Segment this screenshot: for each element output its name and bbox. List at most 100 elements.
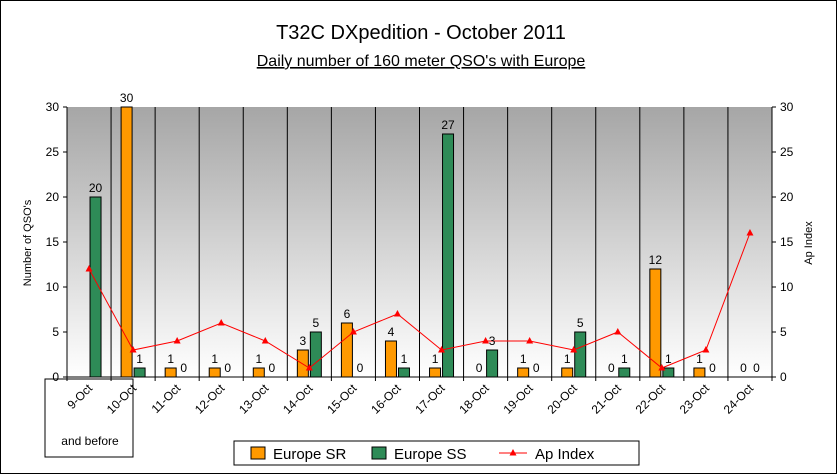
x-tick-label: 21-Oct: [589, 381, 625, 417]
bar-europe-ss: [486, 349, 499, 378]
data-label: 3: [489, 334, 496, 348]
y2-tick-label: 15: [780, 235, 794, 249]
bars: [89, 106, 706, 378]
data-label: 30: [120, 91, 134, 105]
bar-europe-sr: [649, 268, 662, 378]
y2-tick-label: 25: [780, 145, 794, 159]
data-label: 0: [753, 361, 760, 375]
legend-swatch: [371, 446, 387, 460]
bar-europe-ss: [309, 331, 322, 378]
legend-box: [233, 440, 640, 466]
ap-index-marker: [261, 337, 269, 344]
legend-swatch: [250, 446, 266, 460]
data-label: 0: [224, 361, 231, 375]
y-tick-label: 10: [46, 280, 60, 294]
bar-europe-ss: [662, 367, 675, 378]
data-label: 1: [255, 352, 262, 366]
bar-europe-sr: [208, 367, 221, 378]
ap-index-marker: [349, 328, 357, 335]
data-label: 1: [401, 352, 408, 366]
data-label: 27: [441, 118, 455, 132]
data-label: 0: [740, 361, 747, 375]
bar-europe-ss: [618, 367, 631, 378]
x-tick-label: 11-Oct: [149, 381, 184, 416]
bar-europe-sr: [340, 322, 353, 378]
data-label: 0: [357, 361, 364, 375]
data-label: 0: [608, 361, 615, 375]
x-tick-label: 9-Oct: [65, 381, 96, 412]
data-label: 6: [344, 307, 351, 321]
y2-tick-label: 0: [780, 370, 787, 384]
data-label: 1: [665, 352, 672, 366]
bar-europe-ss: [89, 196, 102, 378]
bar-europe-ss: [397, 367, 410, 378]
data-label: 0: [180, 361, 187, 375]
x-tick-label: 19-Oct: [500, 381, 536, 417]
data-label: 1: [696, 352, 703, 366]
bar-europe-sr: [429, 367, 442, 378]
chart-title: T32C DXpedition - October 2011: [276, 22, 566, 44]
first-category-box: [44, 378, 134, 458]
bar-europe-ss: [442, 133, 455, 378]
ap-index-marker: [526, 337, 534, 344]
data-label: 4: [388, 325, 395, 339]
data-label: 1: [136, 352, 143, 366]
legend-marker: [509, 449, 517, 456]
x-tick-label: 20-Oct: [544, 381, 580, 417]
x-tick-label: 22-Oct: [633, 381, 669, 417]
ap-index-marker: [305, 364, 313, 371]
y2-tick-label: 30: [780, 100, 794, 114]
bar-europe-ss: [574, 331, 587, 378]
bar-europe-sr: [384, 340, 397, 378]
data-label: 1: [621, 352, 628, 366]
ap-index-marker: [746, 229, 754, 236]
y-tick-label: 25: [46, 145, 60, 159]
ap-index-marker: [614, 328, 622, 335]
x-tick-label: 24-Oct: [721, 381, 757, 417]
ap-index-marker: [173, 337, 181, 344]
bar-europe-sr: [164, 367, 177, 378]
chart-subtitle: Daily number of 160 meter QSO's with Eur…: [257, 53, 586, 70]
legend-label: Ap Index: [535, 446, 595, 463]
y-tick-label: 20: [46, 190, 60, 204]
legend-label: Europe SS: [394, 446, 467, 463]
data-label: 5: [313, 316, 320, 330]
legend-label: Europe SR: [273, 446, 347, 463]
y2-tick-label: 5: [780, 325, 787, 339]
bar-europe-sr: [693, 367, 706, 378]
ap-index-marker: [570, 346, 578, 353]
x-tick-label: 15-Oct: [324, 381, 360, 417]
y-axis-title: Number of QSO's: [22, 199, 34, 286]
ap-index-marker: [129, 346, 137, 353]
y-tick-label: 0: [52, 370, 59, 384]
ap-index-line: [85, 229, 754, 371]
category-note: and before: [61, 434, 119, 448]
data-label: 1: [211, 352, 218, 366]
x-tick-label: 13-Oct: [236, 381, 272, 417]
ap-index-marker: [702, 346, 710, 353]
x-tick-label: 14-Oct: [280, 381, 316, 417]
x-tick-label: 16-Oct: [368, 381, 404, 417]
gridlines: [110, 107, 729, 377]
data-label: 0: [533, 361, 540, 375]
ap-index-marker: [658, 364, 666, 371]
bar-europe-sr: [252, 367, 265, 378]
x-tick-label: 12-Oct: [192, 381, 228, 417]
y-tick-label: 30: [46, 100, 60, 114]
data-label: 3: [300, 334, 307, 348]
y2-tick-label: 20: [780, 190, 794, 204]
data-label: 0: [476, 361, 483, 375]
data-label: 12: [649, 253, 663, 267]
x-tick-label: 18-Oct: [456, 381, 492, 417]
bar-europe-ss: [133, 367, 146, 378]
ap-index-marker: [482, 337, 490, 344]
data-label: 0: [268, 361, 275, 375]
ap-index-marker: [393, 310, 401, 317]
data-label: 20: [89, 181, 103, 195]
data-label: 5: [577, 316, 584, 330]
ap-index-polyline: [88, 232, 751, 369]
ap-index-marker: [438, 346, 446, 353]
